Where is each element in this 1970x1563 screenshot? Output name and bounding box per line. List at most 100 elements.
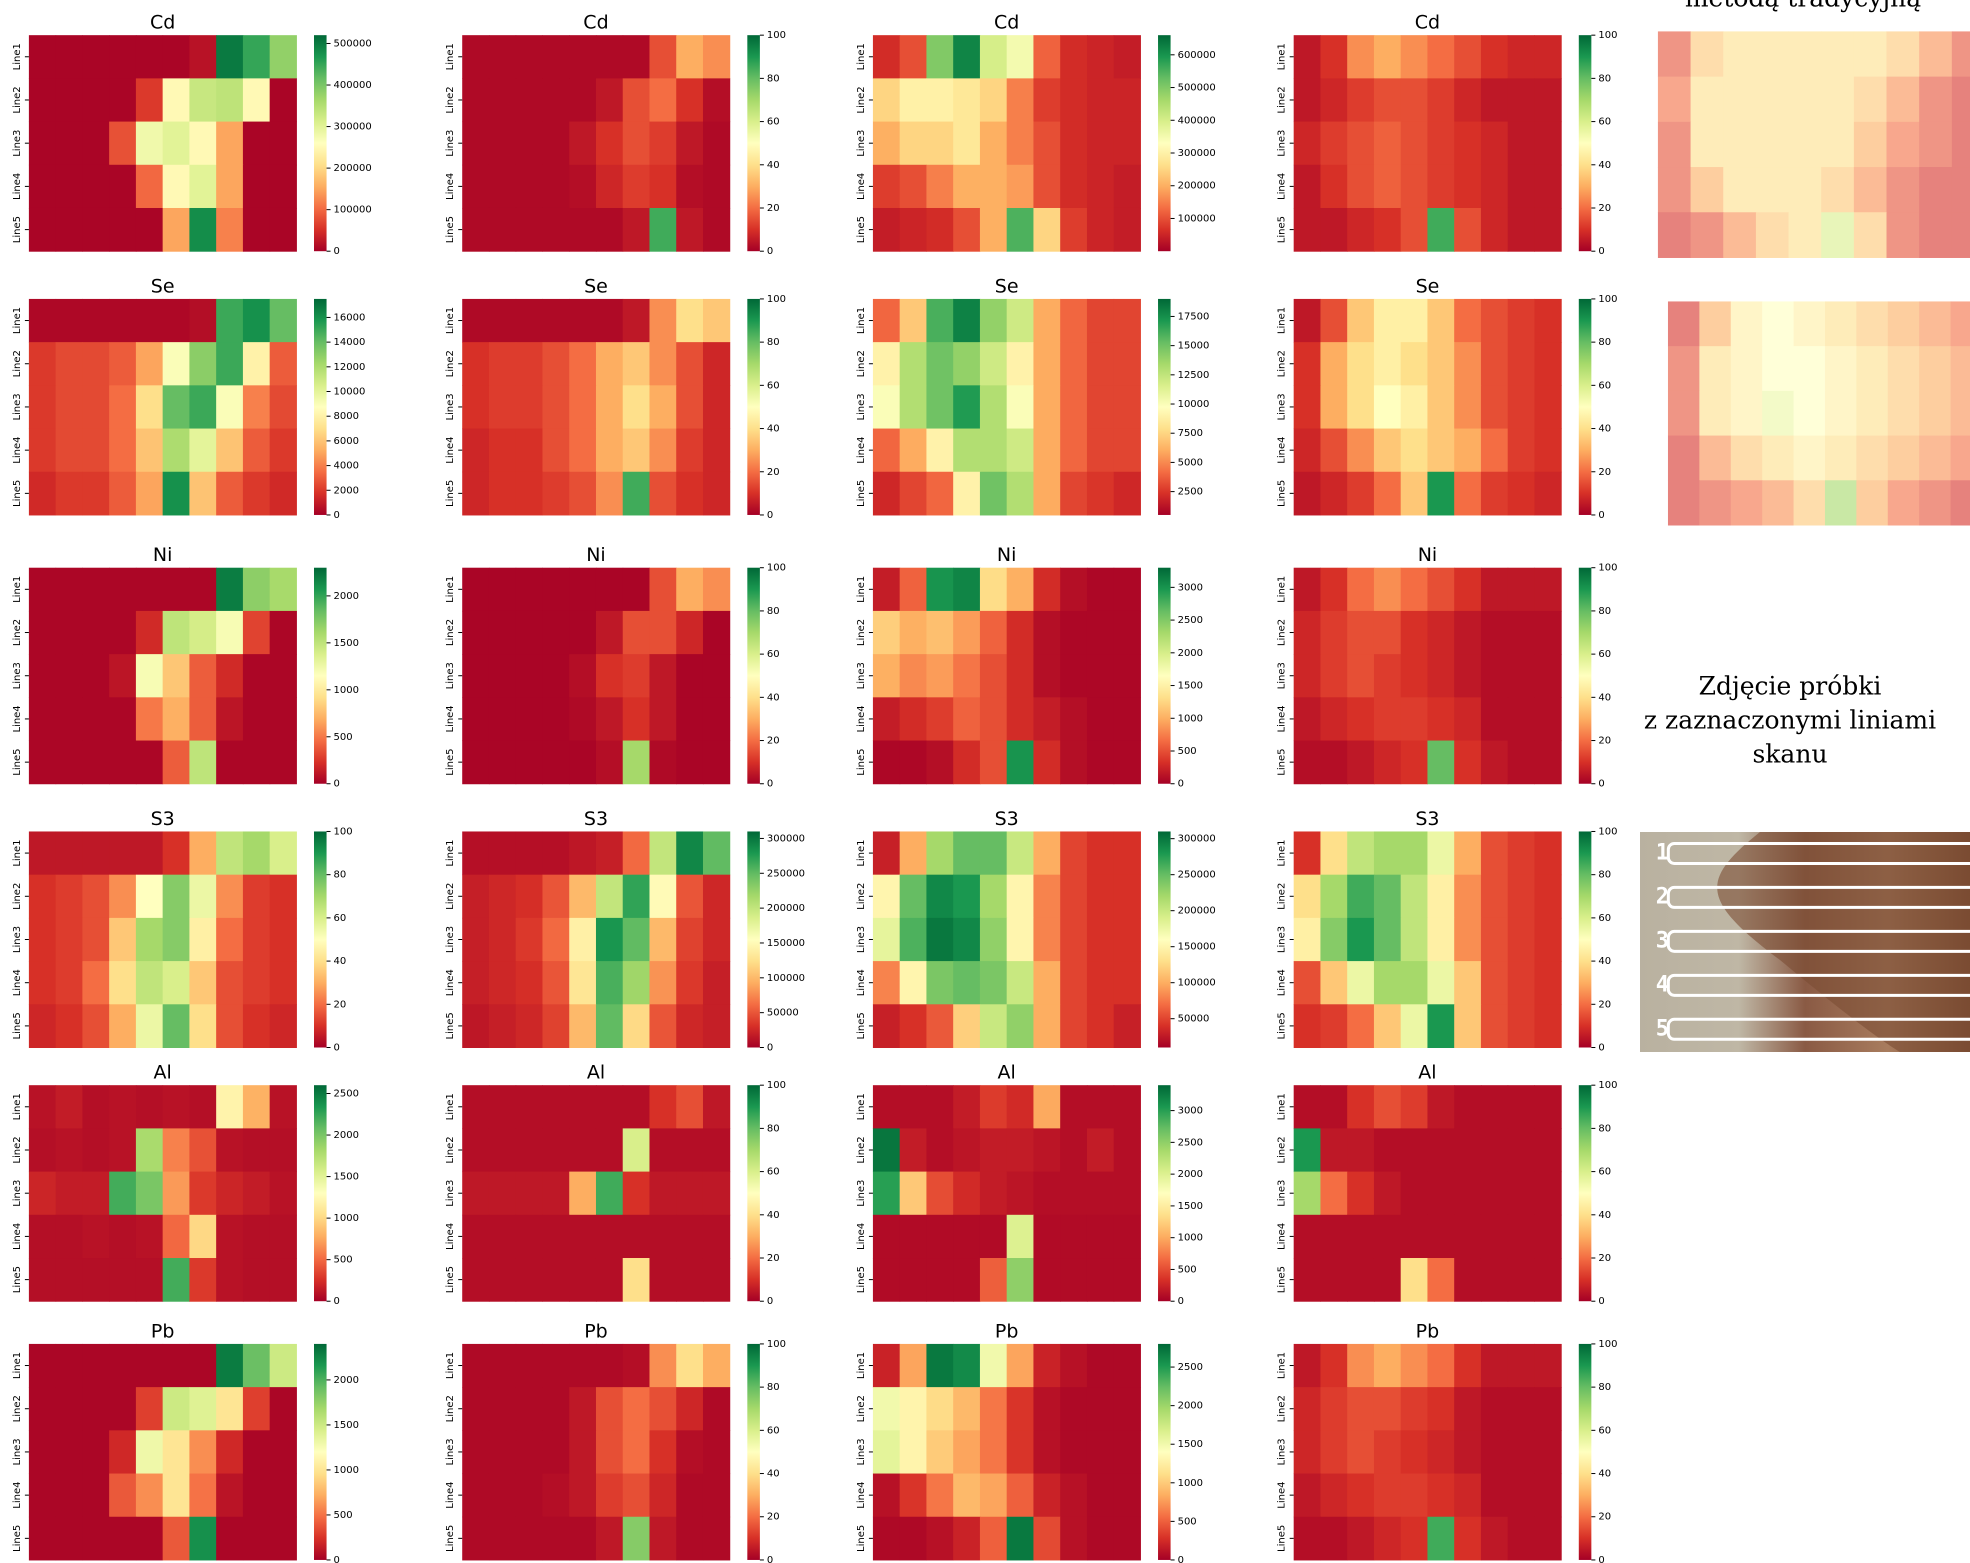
y-tick-label: Line5 xyxy=(856,480,867,507)
heatmap-cell xyxy=(926,122,953,166)
chart-title: Al xyxy=(587,1062,605,1084)
colorbar-tick-label: 2500 xyxy=(334,1088,359,1099)
colorbar xyxy=(1158,831,1171,1047)
heatmap-cell xyxy=(980,165,1007,209)
heatmap-cell xyxy=(1114,385,1141,429)
heatmap-cell xyxy=(1114,1085,1141,1129)
y-tick-label: Line3 xyxy=(856,1180,867,1207)
heatmap-cell xyxy=(1007,1258,1034,1302)
y-tick-label: Line4 xyxy=(12,969,23,996)
heatmap-cell xyxy=(136,472,163,516)
heatmap-cell xyxy=(1007,35,1034,79)
heatmap-cell xyxy=(623,611,650,655)
heatmap-cell xyxy=(1374,741,1401,785)
heatmap-cell xyxy=(489,122,516,166)
y-tick-label: Line3 xyxy=(1277,130,1288,157)
heatmap-cell xyxy=(623,429,650,473)
y-tick-label: Line4 xyxy=(856,1482,867,1509)
y-tick-label: Line5 xyxy=(856,1266,867,1293)
heatmap-cell xyxy=(1374,429,1401,473)
colorbar-tick-label: 1000 xyxy=(1178,1233,1203,1244)
caption-photo: skanu xyxy=(1752,740,1827,769)
heatmap-cell xyxy=(1481,1128,1508,1172)
heatmap-cell xyxy=(1534,122,1561,166)
y-tick-label: Line1 xyxy=(856,307,867,334)
y-tick-label: Line3 xyxy=(12,926,23,953)
heatmap-cell xyxy=(109,299,136,343)
heatmap-cell xyxy=(1347,472,1374,516)
colorbar-tick-label: 6000 xyxy=(334,436,359,447)
heatmap-cell xyxy=(56,741,83,785)
heatmap-cell xyxy=(1534,429,1561,473)
y-tick-label: Line1 xyxy=(856,43,867,70)
heatmap-cell xyxy=(270,1344,297,1388)
heatmap-cell xyxy=(1320,122,1347,166)
heatmap-cell xyxy=(29,697,56,741)
heatmap-cell xyxy=(649,385,676,429)
heatmap-cell xyxy=(703,122,730,166)
heatmap xyxy=(873,568,1141,785)
heatmap-cell xyxy=(1508,1430,1535,1474)
colorbar-tick-label: 50000 xyxy=(767,1008,799,1019)
heatmap-cell xyxy=(462,165,489,209)
heatmap-cell xyxy=(623,1085,650,1129)
heatmap-cell xyxy=(596,429,623,473)
heatmap-cell xyxy=(542,1172,569,1216)
heatmap-cell xyxy=(900,1344,927,1388)
colorbar-tick-label: 40 xyxy=(1598,424,1611,435)
heatmap-cell xyxy=(1060,1172,1087,1216)
heatmap-cell xyxy=(649,741,676,785)
heatmap-cell xyxy=(542,831,569,875)
heatmap-cell xyxy=(1347,741,1374,785)
heatmap-cell xyxy=(1007,208,1034,252)
heatmap-cell xyxy=(1427,875,1454,919)
heatmap-cell xyxy=(1534,385,1561,429)
heatmap-cell xyxy=(676,472,703,516)
heatmap-cell xyxy=(1060,165,1087,209)
heatmap-cell xyxy=(1508,1387,1535,1431)
heatmap-cell xyxy=(56,1344,83,1388)
heatmap-cell xyxy=(596,1474,623,1518)
heatmap-cell xyxy=(1033,611,1060,655)
heatmap-cell xyxy=(1033,165,1060,209)
heatmap-cell xyxy=(56,611,83,655)
colorbar-tick-label: 40 xyxy=(1598,956,1611,967)
colorbar-tick-label: 100 xyxy=(1598,826,1617,837)
heatmap-cell xyxy=(216,1258,243,1302)
heatmap-cell xyxy=(1427,1085,1454,1129)
heatmap-cell xyxy=(1508,165,1535,209)
heatmap-cell xyxy=(1374,1128,1401,1172)
heatmap-cell xyxy=(462,429,489,473)
colorbar-tick-label: 200000 xyxy=(334,163,372,174)
heatmap-cell xyxy=(569,1172,596,1216)
y-tick-label: Line4 xyxy=(1277,1482,1288,1509)
heatmap-cell xyxy=(873,165,900,209)
y-tick-label: Line1 xyxy=(1277,43,1288,70)
heatmap-cell xyxy=(1347,568,1374,612)
heatmap-cell xyxy=(462,1128,489,1172)
colorbar-tick-label: 100 xyxy=(1598,1080,1617,1091)
colorbar-tick-label: 1500 xyxy=(1178,681,1203,692)
heatmap-cell xyxy=(29,741,56,785)
heatmap-cell xyxy=(1347,611,1374,655)
heatmap-cell xyxy=(623,1004,650,1048)
heatmap-cell xyxy=(1374,961,1401,1005)
chart-title: S3 xyxy=(995,808,1019,830)
colorbar-tick-label: 3000 xyxy=(1178,1106,1203,1117)
heatmap-cell xyxy=(216,1172,243,1216)
heatmap-cell xyxy=(596,611,623,655)
heatmap-cell xyxy=(1668,436,1700,481)
heatmap-cell xyxy=(676,208,703,252)
heatmap-cell xyxy=(1821,212,1854,258)
heatmap-cell xyxy=(1887,31,1920,77)
heatmap-cell xyxy=(900,165,927,209)
heatmap-cell xyxy=(462,122,489,166)
colorbar xyxy=(1158,35,1171,251)
heatmap-cell xyxy=(216,875,243,919)
heatmap-cell xyxy=(569,78,596,122)
heatmap-cell xyxy=(1454,875,1481,919)
heatmap xyxy=(29,1344,297,1561)
heatmap-cell xyxy=(1033,35,1060,79)
heatmap-cell xyxy=(82,165,109,209)
heatmap-cell xyxy=(1007,568,1034,612)
